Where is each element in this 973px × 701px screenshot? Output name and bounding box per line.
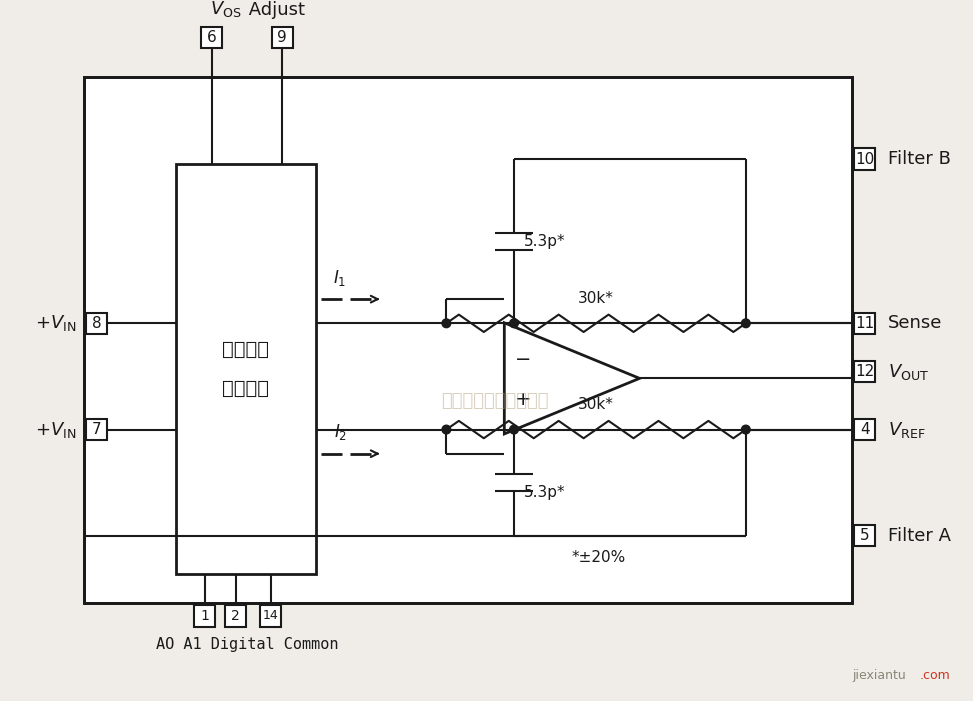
Text: $I_2$: $I_2$ <box>334 422 346 442</box>
Text: 5: 5 <box>860 529 870 543</box>
Bar <box>84 77 852 604</box>
Bar <box>260 606 281 627</box>
Text: Adjust: Adjust <box>242 1 305 19</box>
Text: 逻辑电路: 逻辑电路 <box>223 379 270 398</box>
Text: $V_{\rm REF}$: $V_{\rm REF}$ <box>887 420 925 440</box>
Circle shape <box>741 319 750 327</box>
Text: 1: 1 <box>200 609 209 623</box>
Bar <box>84 77 852 604</box>
Text: *±20%: *±20% <box>572 550 627 565</box>
Bar <box>225 606 246 627</box>
Text: 8: 8 <box>91 316 101 331</box>
Text: 4: 4 <box>860 422 870 437</box>
Circle shape <box>741 426 750 434</box>
Text: jiexiantu: jiexiantu <box>852 669 906 682</box>
Text: $V_{\rm OS}$: $V_{\rm OS}$ <box>210 0 241 19</box>
Text: 14: 14 <box>263 609 278 622</box>
Text: $+$: $+$ <box>514 390 530 409</box>
Bar <box>86 313 107 334</box>
Bar <box>195 606 215 627</box>
Text: 12: 12 <box>855 364 875 379</box>
Text: 10: 10 <box>855 151 875 167</box>
Text: $I_1$: $I_1$ <box>334 268 346 287</box>
Circle shape <box>442 319 450 327</box>
Text: 11: 11 <box>855 316 875 331</box>
Text: $-$: $-$ <box>514 348 530 367</box>
Text: 5.3p*: 5.3p* <box>523 233 565 249</box>
Bar <box>854 149 876 170</box>
Text: $+V_{\rm IN}$: $+V_{\rm IN}$ <box>35 313 77 333</box>
Text: 9: 9 <box>277 30 287 45</box>
Text: $+V_{\rm IN}$: $+V_{\rm IN}$ <box>35 420 77 440</box>
Bar <box>176 164 316 574</box>
Text: Filter A: Filter A <box>887 527 951 545</box>
Text: 30k*: 30k* <box>578 291 614 306</box>
Circle shape <box>510 426 519 434</box>
Text: 30k*: 30k* <box>578 397 614 412</box>
Circle shape <box>510 319 519 327</box>
Text: 2: 2 <box>232 609 240 623</box>
Text: AO A1 Digital Common: AO A1 Digital Common <box>156 637 339 652</box>
Bar <box>854 313 876 334</box>
Text: 6: 6 <box>206 30 217 45</box>
Text: Sense: Sense <box>887 314 942 332</box>
Text: 前后端和: 前后端和 <box>223 341 270 360</box>
Bar <box>854 419 876 440</box>
Bar <box>271 27 293 48</box>
Text: 5.3p*: 5.3p* <box>523 485 565 500</box>
Bar <box>86 419 107 440</box>
Text: .com: .com <box>919 669 951 682</box>
Bar <box>854 361 876 382</box>
Bar <box>201 27 222 48</box>
Text: 7: 7 <box>91 422 101 437</box>
Text: $V_{\rm OUT}$: $V_{\rm OUT}$ <box>887 362 929 381</box>
Bar <box>854 525 876 547</box>
Text: Filter B: Filter B <box>887 150 951 168</box>
Text: 杭州将睿科技有限公司: 杭州将睿科技有限公司 <box>441 392 549 409</box>
Circle shape <box>442 426 450 434</box>
